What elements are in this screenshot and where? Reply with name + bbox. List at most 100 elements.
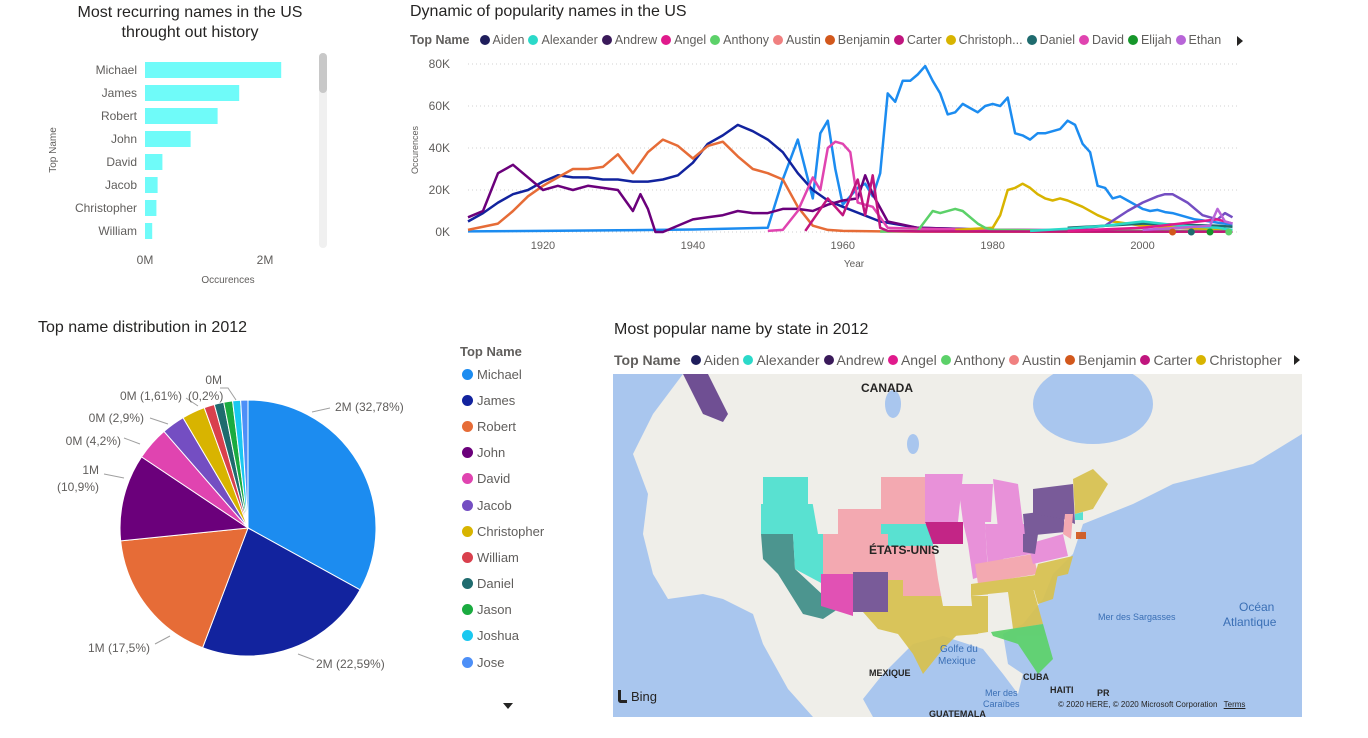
us-states [761, 469, 1108, 674]
legend-next-arrow-icon[interactable] [1237, 36, 1243, 46]
state-ms [971, 596, 988, 634]
bar-robert[interactable] [145, 108, 218, 124]
line-legend-text: Elijah [1140, 33, 1172, 47]
bar-william[interactable] [145, 223, 153, 239]
pie-slice-robert[interactable] [120, 527, 249, 649]
terms-link[interactable]: Terms [1223, 700, 1246, 709]
line-legend-text: Anthony [723, 33, 770, 47]
line-series-carter[interactable] [804, 174, 1233, 233]
line-legend-item-benjamin[interactable]: Benjamin [821, 33, 890, 47]
pie-legend-item-james[interactable]: James [460, 387, 600, 413]
pie-legend-item-robert[interactable]: Robert [460, 413, 600, 439]
bar-label-david: David [106, 155, 137, 169]
legend-dot-icon [1079, 35, 1089, 45]
pie-legend-item-christopher[interactable]: Christopher [460, 518, 600, 544]
line-xtick-3: 1980 [980, 240, 1004, 252]
pie-legend-item-jacob[interactable]: Jacob [460, 492, 600, 518]
legend-dot-icon [893, 35, 904, 45]
line-series-john[interactable] [467, 163, 1233, 234]
line-series-alexander[interactable] [1030, 220, 1233, 233]
pie-legend-text: Jose [477, 654, 505, 670]
pie-legend-item-michael[interactable]: Michael [460, 361, 600, 387]
line-legend-item-ethan[interactable]: Ethan [1172, 33, 1221, 47]
bar-xlabel: Occurences [201, 275, 254, 286]
map-legend-item-christopher[interactable]: Christopher [1192, 352, 1282, 368]
state-new-england [1073, 469, 1108, 514]
line-legend-item-elijah[interactable]: Elijah [1124, 33, 1172, 47]
bar-scrollbar-thumb[interactable] [319, 53, 327, 93]
pie-legend-text: William [477, 549, 519, 565]
pie-legend-item-daniel[interactable]: Daniel [460, 571, 600, 597]
pie-legend-item-jason[interactable]: Jason [460, 597, 600, 623]
map-legend-item-aiden[interactable]: Aiden [687, 352, 739, 368]
line-series-christopher[interactable] [955, 182, 1233, 232]
line-ytick-0: 80K [429, 57, 450, 71]
map-canvas[interactable]: CANADA ÉTATS-UNIS MEXIQUE Golfe du Mexiq… [613, 374, 1302, 717]
map-legend-item-alexander[interactable]: Alexander [739, 352, 820, 368]
line-legend-label: Top Name [410, 33, 470, 47]
bing-logo: Bing [618, 689, 657, 704]
map-legend-item-carter[interactable]: Carter [1136, 352, 1192, 368]
line-ytick-3: 20K [429, 183, 450, 197]
line-series-james[interactable] [467, 123, 1233, 233]
pie-label-john-1: 1M [82, 463, 99, 477]
line-series-ethan[interactable] [1142, 207, 1233, 232]
pie-label-jacob: 0M (1,61%) [120, 389, 182, 403]
bar-christopher[interactable] [145, 200, 157, 216]
line-legend-item-christopher[interactable]: Christoph... [942, 33, 1023, 47]
line-ytick-1: 60K [429, 99, 450, 113]
pie-legend-text: Michael [477, 366, 522, 382]
state-mt [823, 477, 881, 509]
pie-legend-item-william[interactable]: William [460, 544, 600, 570]
bar-john[interactable] [145, 131, 191, 147]
map-legend-item-angel[interactable]: Angel [884, 352, 937, 368]
label-pr: PR [1097, 688, 1110, 698]
pie-legend-item-jose[interactable]: Jose [460, 649, 600, 675]
line-legend-item-andrew[interactable]: Andrew [598, 33, 657, 47]
state-ar [938, 579, 971, 606]
map-legend-label: Top Name [614, 352, 681, 368]
line-legend-item-david[interactable]: David [1075, 33, 1124, 47]
line-legend-item-daniel[interactable]: Daniel [1023, 33, 1075, 47]
map-legend-item-benjamin[interactable]: Benjamin [1061, 352, 1136, 368]
line-legend-item-anthony[interactable]: Anthony [706, 33, 769, 47]
map-legend-item-austin[interactable]: Austin [1005, 352, 1061, 368]
line-legend-item-alexander[interactable]: Alexander [524, 33, 598, 47]
pie-leader-jacob [185, 397, 199, 407]
bar-james[interactable] [145, 85, 240, 101]
map[interactable]: CANADA ÉTATS-UNIS MEXIQUE Golfe du Mexiq… [613, 374, 1302, 717]
line-legend-item-austin[interactable]: Austin [769, 33, 821, 47]
map-legend-next-arrow-icon[interactable] [1294, 355, 1300, 365]
pie-legend-item-david[interactable]: David [460, 466, 600, 492]
pie-slice-michael[interactable] [247, 399, 377, 591]
pie-legend-item-john[interactable]: John [460, 440, 600, 466]
line-series-angel[interactable] [1067, 218, 1233, 233]
legend-scroll-down-icon[interactable] [503, 703, 513, 709]
pie-slice-james[interactable] [201, 527, 361, 657]
state-ri [1075, 512, 1083, 520]
line-series-michael[interactable] [467, 64, 1233, 233]
map-legend-item-anthony[interactable]: Anthony [937, 352, 1005, 368]
legend-dot-icon [462, 604, 473, 616]
bar-scrollbar-track[interactable] [319, 53, 327, 248]
label-caribbean-2: Caraïbes [983, 699, 1020, 709]
line-xtick-0: 1920 [531, 240, 555, 252]
line-series-robert[interactable] [467, 138, 1233, 234]
bar-jacob[interactable] [145, 177, 158, 193]
pie-slice-john[interactable] [119, 456, 250, 542]
line-legend-item-angel[interactable]: Angel [657, 33, 706, 47]
pie-legend-text: Robert [477, 418, 517, 434]
line-legend-item-carter[interactable]: Carter [890, 33, 942, 47]
pie-legend: Top Name Michael James Robert John David Jaco… [460, 344, 600, 675]
bar-ylabel: Top Name [48, 127, 59, 173]
pie-label-john-2: (10,9%) [57, 480, 99, 494]
label-gulf-2: Mexique [938, 656, 976, 667]
map-legend-item-andrew[interactable]: Andrew [820, 352, 884, 368]
bar-michael[interactable] [145, 62, 282, 78]
legend-dot-icon [601, 35, 612, 45]
pie-legend-item-joshua[interactable]: Joshua [460, 623, 600, 649]
line-legend-item-aiden[interactable]: Aiden [476, 33, 524, 47]
bar-david[interactable] [145, 154, 163, 170]
pie-slice-jose[interactable] [240, 399, 249, 529]
line-ytick-4: 0K [435, 225, 450, 239]
